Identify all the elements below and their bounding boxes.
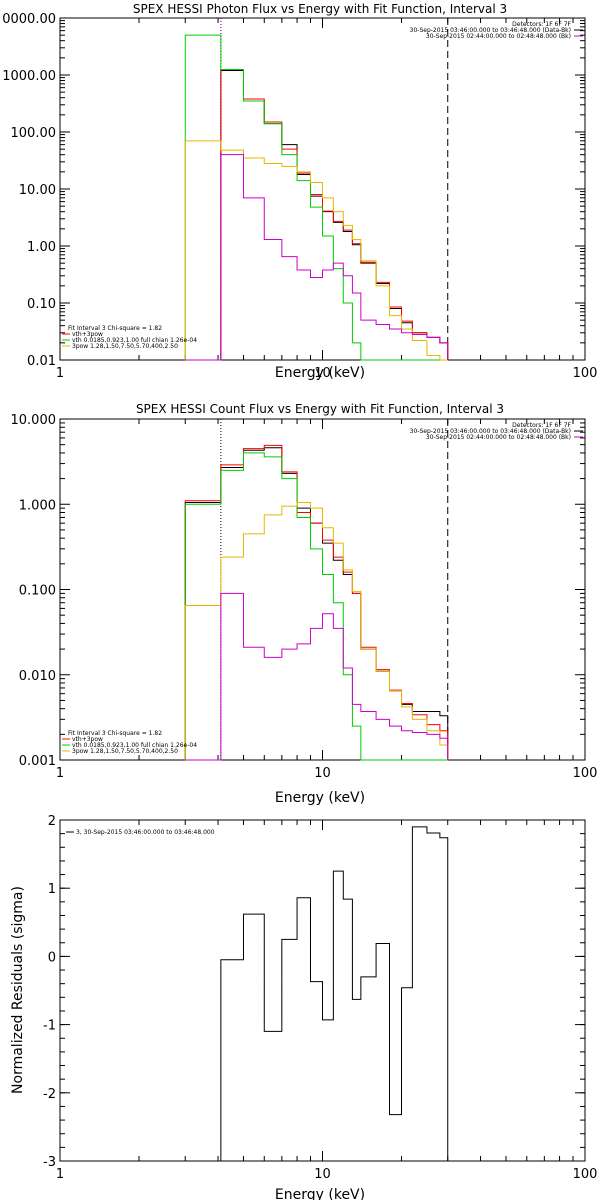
y-tick-label: 0000.00	[2, 12, 56, 27]
y-tick-label: 0.001	[19, 754, 56, 769]
y-tick-label: 2	[48, 814, 56, 829]
photon-flux-xlabel: Energy (keV)	[275, 365, 365, 381]
series-step-line	[185, 69, 449, 361]
series-step-line	[185, 68, 449, 361]
series-step-line	[220, 826, 449, 1161]
y-tick-label: 1.00	[27, 240, 56, 255]
count-flux-legend: Fit Interval 3 Chi-square = 1.82vth+3pow…	[62, 730, 197, 755]
x-tick-label: 1	[56, 766, 64, 781]
header-line: 30-Sep-2015 03:46:00.000 to 03:46:48.000…	[410, 27, 571, 34]
y-tick-label: 0	[48, 950, 56, 965]
y-tick-label: -3	[43, 1155, 56, 1170]
series-step-line	[184, 501, 449, 760]
count-flux-title: SPEX HESSI Count Flux vs Energy with Fit…	[136, 402, 504, 416]
series-step-line	[184, 140, 448, 361]
photon-flux-axes: 1 10 100 0.01 0.10 1.00 10.00 100.00 1000.00 0000…	[2, 12, 597, 381]
photon-flux-legend: Fit Interval 3 Chi-square = 1.82vth+3pow…	[62, 325, 197, 350]
x-tick-label: 10	[314, 766, 331, 781]
residuals-xlabel: Energy (keV)	[275, 1187, 365, 1200]
header-line: Detectors: 1F 6F 7F	[512, 422, 571, 429]
legend-entry: vth+3pow	[72, 736, 103, 743]
legend-entry: 3pow 1.28,1.50,7.50,5.70,400,2.50	[72, 343, 178, 350]
x-tick-label: 10	[314, 1167, 331, 1182]
y-tick-label: 1000.00	[2, 69, 56, 84]
x-tick-label: 1	[56, 1167, 64, 1182]
y-tick-label: 1.000	[19, 498, 56, 513]
legend-entry: Fit Interval 3 Chi-square = 1.82	[68, 730, 162, 737]
legend-entry: 3pow 1.28,1.50,7.50,5.70,400,2.50	[72, 748, 178, 755]
residuals-series	[220, 826, 449, 1161]
x-tick-label: 100	[573, 1167, 598, 1182]
count-flux-series	[184, 419, 449, 761]
header-line: 30-Sep-2015 03:46:00.000 to 03:46:48.000…	[410, 428, 571, 435]
y-tick-label: 0.010	[19, 669, 56, 684]
legend-entry: vth 0.0185,0.923,1.00 full chian 1.26e-0…	[72, 337, 197, 344]
x-tick-label: 10	[314, 366, 331, 381]
series-step-line	[185, 154, 449, 361]
x-tick-label: 100	[573, 766, 598, 781]
header-line: 30-Sep-2015 02:44:00.000 to 02:48:48.000…	[426, 33, 571, 40]
y-tick-label: 0.100	[19, 584, 56, 599]
header-line: 30-Sep-2015 02:44:00.000 to 02:48:48.000…	[426, 434, 571, 441]
x-tick-label: 100	[573, 366, 598, 381]
series-step-line	[185, 592, 449, 761]
y-tick-label: 0.10	[27, 297, 56, 312]
x-tick-label: 1	[56, 366, 64, 381]
series-step-line	[184, 452, 448, 761]
series-step-line	[184, 34, 448, 361]
residuals-legend: 3, 30-Sep-2015 03:46:00.000 to 03:46:48.…	[66, 829, 215, 836]
legend-entry: vth+3pow	[72, 331, 103, 338]
y-tick-label: 10.00	[19, 183, 56, 198]
legend-entry: 3, 30-Sep-2015 03:46:00.000 to 03:46:48.…	[76, 829, 215, 836]
residuals-axes: 1 10 100 -3 -2 -1 0 1 2	[43, 814, 597, 1182]
legend-entry: Fit Interval 3 Chi-square = 1.82	[68, 325, 162, 332]
y-tick-label: -2	[43, 1087, 56, 1102]
header-line: Detectors: 1F 6F 7F	[512, 21, 571, 28]
photon-flux-title: SPEX HESSI Photon Flux vs Energy with Fi…	[133, 2, 507, 16]
series-step-line	[184, 447, 449, 760]
photon-flux-panel: SPEX HESSI Photon Flux vs Energy with Fi…	[2, 2, 597, 381]
y-tick-label: 100.00	[11, 126, 57, 141]
y-tick-label: 10.000	[11, 413, 57, 428]
photon-flux-series	[184, 18, 449, 361]
count-flux-panel: SPEX HESSI Count Flux vs Energy with Fit…	[11, 402, 598, 806]
series-step-line	[184, 444, 449, 760]
legend-entry: vth 0.0185,0.923,1.00 full chian 1.26e-0…	[72, 742, 197, 749]
y-tick-label: 0.01	[27, 354, 56, 369]
count-flux-frame	[59, 418, 586, 761]
count-flux-xlabel: Energy (keV)	[275, 790, 365, 806]
y-tick-label: -1	[43, 1019, 56, 1034]
residuals-panel: 1 10 100 -3 -2 -1 0 1 2 3, 30-Sep-2015 03:46:00.…	[10, 814, 597, 1200]
y-tick-label: 1	[48, 882, 56, 897]
count-flux-axes: 1 10 100 0.001 0.010 0.100 1.000 10.000	[11, 413, 598, 781]
residuals-ylabel: Normalized Residuals (sigma)	[10, 886, 26, 1094]
